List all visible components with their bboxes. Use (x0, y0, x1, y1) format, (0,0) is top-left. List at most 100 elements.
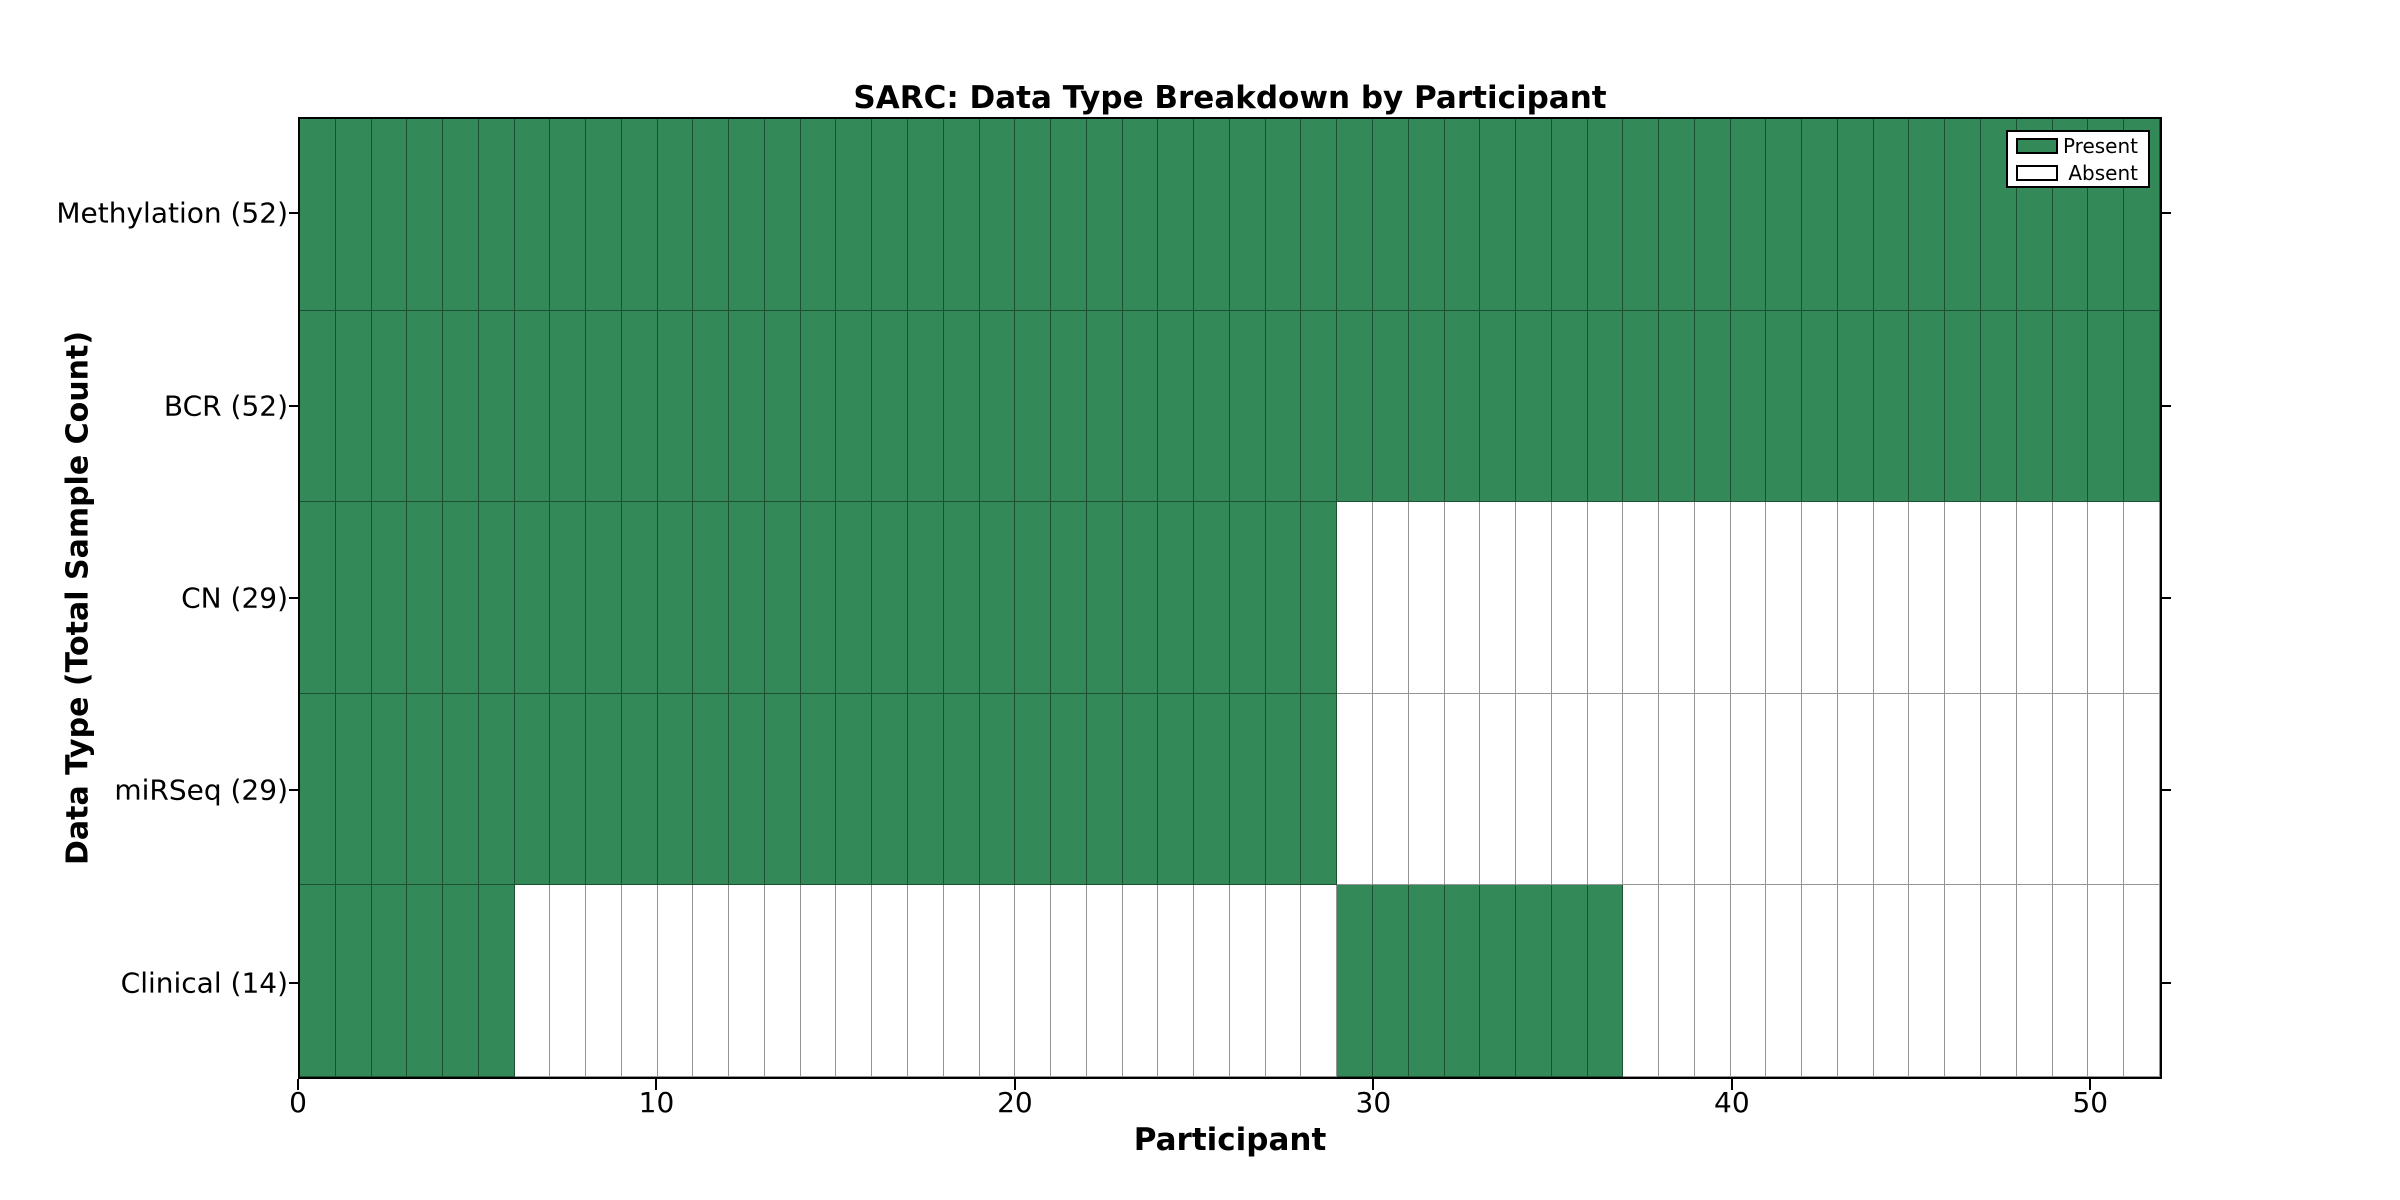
heatmap-cell (693, 693, 730, 886)
heatmap-cell (979, 502, 1016, 694)
heatmap-cell (2052, 502, 2089, 694)
heatmap-cell (621, 502, 658, 694)
heatmap-cell (1372, 885, 1409, 1077)
heatmap-cell (1337, 119, 1373, 311)
heatmap-cell (550, 693, 587, 886)
heatmap-cell (979, 310, 1016, 503)
heatmap-cell (943, 502, 980, 694)
heatmap-cell (1086, 119, 1123, 311)
heatmap-cell (2052, 693, 2089, 886)
heatmap-cell (478, 885, 515, 1077)
heatmap-cell (335, 310, 372, 503)
heatmap-cell (1837, 502, 1874, 694)
heatmap-cell (1980, 885, 2017, 1077)
heatmap-cell (1909, 119, 1946, 311)
y-tick-mark (289, 789, 298, 792)
heatmap-cell (586, 693, 622, 886)
heatmap-cell (1551, 885, 1588, 1077)
xtick-label: 30 (1355, 1086, 1392, 1119)
y-tick-mark (2162, 212, 2171, 215)
heatmap-cell (443, 119, 479, 311)
heatmap-cell (1229, 693, 1266, 886)
legend-label: Absent (2068, 160, 2138, 185)
heatmap-cell (1623, 693, 1660, 886)
heatmap-cell (800, 310, 837, 503)
heatmap-cell (1945, 119, 1981, 311)
heatmap-cell (872, 119, 909, 311)
heatmap-cell (371, 502, 408, 694)
heatmap-cell (1766, 310, 1803, 503)
heatmap-cell (1444, 119, 1481, 311)
heatmap-cell (550, 502, 587, 694)
heatmap-cell (1587, 885, 1624, 1077)
heatmap-cell (1730, 693, 1767, 886)
heatmap-cell (1229, 502, 1266, 694)
heatmap-cell (1086, 885, 1123, 1077)
heatmap-row-mirseq (300, 693, 2160, 886)
x-tick-mark (1013, 1079, 1016, 1090)
heatmap-cell (1802, 502, 1838, 694)
heatmap-cell (1194, 119, 1230, 311)
heatmap-cell (371, 885, 408, 1077)
y-axis-label: Data Type (Total Sample Count) (60, 330, 96, 866)
heatmap-cell (872, 310, 909, 503)
heatmap-cell (300, 885, 336, 1077)
heatmap-cell (1802, 693, 1838, 886)
heatmap-cell (800, 119, 837, 311)
heatmap-cell (943, 885, 980, 1077)
heatmap-cell (1516, 310, 1552, 503)
heatmap-cell (1408, 502, 1445, 694)
heatmap-cell (2124, 693, 2160, 886)
heatmap-cell (1337, 502, 1373, 694)
heatmap-cell (836, 693, 873, 886)
heatmap-cell (1802, 119, 1838, 311)
heatmap-cell (550, 310, 587, 503)
heatmap-cell (1408, 119, 1445, 311)
heatmap-cell (1945, 310, 1981, 503)
heatmap-cell (1587, 119, 1624, 311)
heatmap-cell (1372, 693, 1409, 886)
heatmap-cell (764, 119, 801, 311)
heatmap-cell (1086, 310, 1123, 503)
heatmap-cell (1516, 693, 1552, 886)
heatmap-cell (1229, 885, 1266, 1077)
heatmap-cell (1730, 502, 1767, 694)
heatmap-cell (1015, 310, 1052, 503)
heatmap-cell (1444, 885, 1481, 1077)
heatmap-cell (407, 119, 444, 311)
ytick-label: miRSeq (29) (114, 773, 288, 807)
heatmap-cell (1158, 885, 1195, 1077)
xtick-label: 50 (2072, 1086, 2109, 1119)
heatmap-cell (443, 885, 479, 1077)
xtick-label: 0 (289, 1086, 307, 1119)
heatmap-cell (764, 502, 801, 694)
heatmap-cell (729, 310, 765, 503)
heatmap-cell (335, 502, 372, 694)
heatmap-cell (1909, 885, 1946, 1077)
heatmap-cell (2052, 885, 2089, 1077)
heatmap-cell (1158, 310, 1195, 503)
heatmap-cell (300, 119, 336, 311)
heatmap-cell (1623, 502, 1660, 694)
heatmap-cell (300, 502, 336, 694)
heatmap-cell (1086, 693, 1123, 886)
heatmap-cell (478, 119, 515, 311)
heatmap-cell (943, 310, 980, 503)
y-tick-mark (2162, 404, 2171, 407)
heatmap-cell (657, 885, 694, 1077)
heatmap-cell (1229, 310, 1266, 503)
legend-swatch-present (2016, 137, 2058, 154)
heatmap-cell (1265, 885, 1302, 1077)
heatmap-cell (586, 119, 622, 311)
heatmap-cell (1408, 693, 1445, 886)
x-tick-mark (2089, 1079, 2092, 1090)
heatmap-cell (2088, 502, 2125, 694)
heatmap-cell (1051, 885, 1087, 1077)
heatmap-cell (1659, 693, 1695, 886)
heatmap-cell (693, 885, 730, 1077)
heatmap-cell (979, 693, 1016, 886)
heatmap-cell (1623, 119, 1660, 311)
heatmap-cell (407, 885, 444, 1077)
ytick-label: BCR (52) (163, 389, 288, 423)
heatmap-cell (1265, 310, 1302, 503)
